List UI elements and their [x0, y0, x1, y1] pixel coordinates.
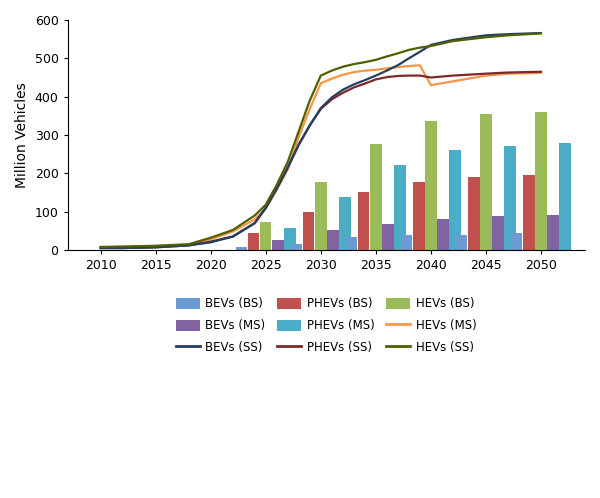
Bar	[358, 193, 370, 250]
Bar	[272, 241, 284, 250]
Bar	[315, 182, 326, 250]
Bar	[346, 238, 358, 250]
Bar	[248, 233, 259, 250]
Bar	[449, 150, 461, 250]
Bar	[327, 230, 338, 250]
Bar	[535, 112, 547, 250]
Bar	[260, 222, 271, 250]
Bar	[394, 165, 406, 250]
Bar	[425, 121, 437, 250]
Bar	[413, 182, 425, 250]
Bar	[492, 216, 504, 250]
Bar	[523, 175, 535, 250]
Bar	[291, 244, 302, 250]
Bar	[339, 198, 351, 250]
Bar	[456, 235, 467, 250]
Bar	[559, 142, 571, 250]
Bar	[547, 216, 559, 250]
Bar	[511, 233, 523, 250]
Bar	[401, 235, 412, 250]
Bar	[382, 224, 394, 250]
Bar	[437, 219, 449, 250]
Bar	[284, 228, 296, 250]
Bar	[236, 247, 247, 250]
Bar	[468, 177, 479, 250]
Y-axis label: Million Vehicles: Million Vehicles	[15, 82, 29, 188]
Bar	[303, 212, 314, 250]
Bar	[505, 146, 516, 250]
Bar	[370, 144, 382, 250]
Legend: BEVs (BS), BEVs (MS), BEVs (SS), PHEVs (BS), PHEVs (MS), PHEVs (SS), HEVs (BS), : BEVs (BS), BEVs (MS), BEVs (SS), PHEVs (…	[171, 293, 481, 359]
Bar	[480, 114, 491, 250]
